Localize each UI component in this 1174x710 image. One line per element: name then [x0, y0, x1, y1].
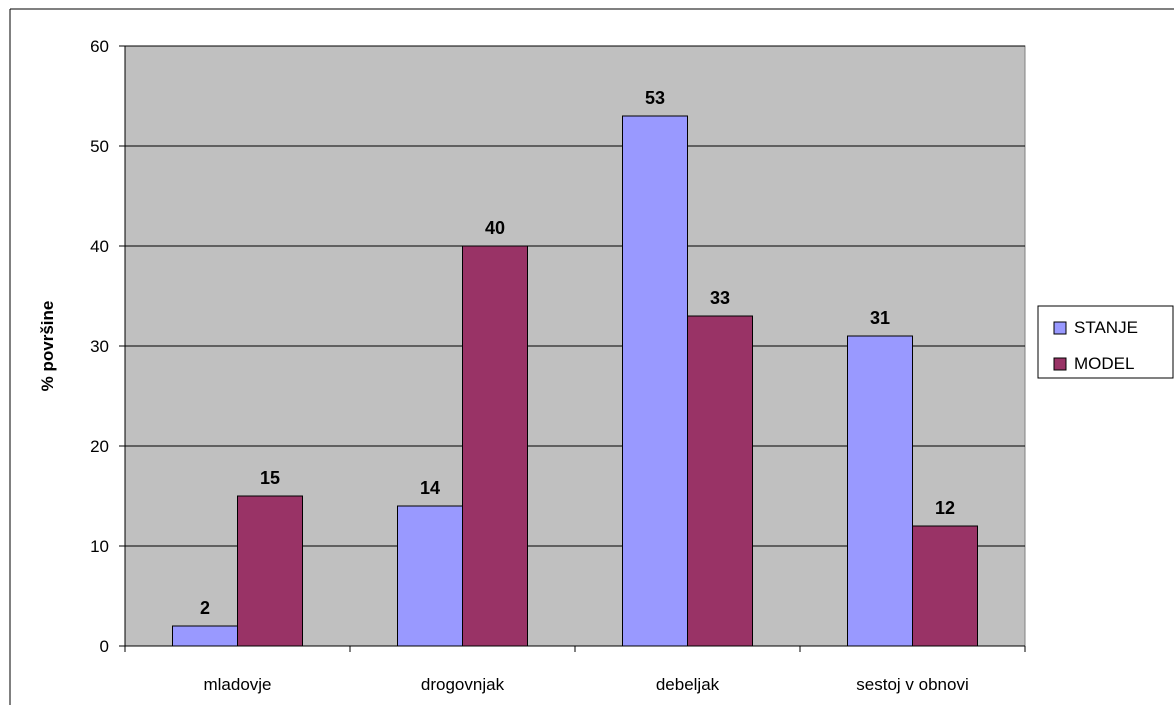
- data-label: 40: [485, 218, 505, 238]
- y-tick-labels: 0 10 20 30 40 50 60: [90, 37, 109, 656]
- bar-model-2: [687, 315, 753, 647]
- y-tick-label: 50: [90, 137, 109, 156]
- x-tick-labels: mladovje drogovnjak debeljak sestoj v obnov…: [203, 675, 968, 694]
- legend-label-stanje: STANJE: [1074, 318, 1138, 337]
- x-tick-label: debeljak: [656, 675, 720, 694]
- bar-model-0: [237, 495, 303, 647]
- x-tick-label: sestoj v obnovi: [856, 675, 968, 694]
- bars: [172, 115, 978, 647]
- data-label: 33: [710, 288, 730, 308]
- data-label: 15: [260, 468, 280, 488]
- legend-label-model: MODEL: [1074, 354, 1134, 373]
- data-label: 2: [200, 598, 210, 618]
- data-label: 53: [645, 88, 665, 108]
- data-label: 31: [870, 308, 890, 328]
- bar-stanje-0: [172, 625, 238, 647]
- x-tick-label: drogovnjak: [421, 675, 505, 694]
- legend-swatch-stanje: [1053, 321, 1067, 335]
- bar-stanje-1: [397, 505, 463, 647]
- data-labels: 2 15 14 40 53 33 31 12: [200, 88, 955, 618]
- bar-stanje-2: [622, 115, 688, 647]
- y-tick-label: 10: [90, 537, 109, 556]
- legend-swatch-model: [1053, 357, 1067, 371]
- bar-stanje-3: [847, 335, 913, 647]
- y-tick-label: 60: [90, 37, 109, 56]
- y-tick-label: 20: [90, 437, 109, 456]
- legend: STANJE MODEL: [1037, 305, 1174, 379]
- x-tick-label: mladovje: [203, 675, 271, 694]
- y-tick-label: 0: [100, 637, 109, 656]
- y-axis-title: % površine: [38, 301, 57, 392]
- data-label: 14: [420, 478, 440, 498]
- axes: [119, 45, 1026, 652]
- bar-model-1: [462, 245, 528, 647]
- bar-model-3: [912, 525, 978, 647]
- y-tick-label: 30: [90, 337, 109, 356]
- y-tick-label: 40: [90, 237, 109, 256]
- data-label: 12: [935, 498, 955, 518]
